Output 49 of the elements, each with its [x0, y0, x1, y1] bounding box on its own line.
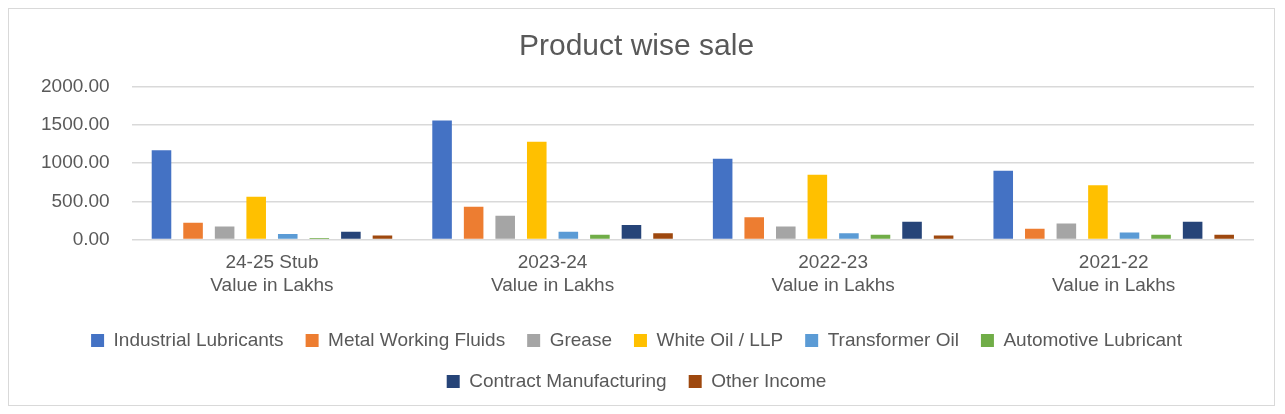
bar [1214, 234, 1234, 239]
bar [463, 206, 484, 239]
bar [839, 233, 859, 239]
bar [902, 221, 922, 239]
chart-title: Product wise sale [518, 28, 755, 62]
legend-label: White Oil / LLP [656, 328, 784, 350]
bar [526, 141, 547, 239]
x-tick-label: 2021-22 Value in Lakhs [1052, 251, 1176, 295]
bar [653, 233, 673, 239]
y-tick-label: 1500.00 [40, 113, 110, 135]
legend-label: Transformer Oil [827, 328, 959, 350]
bar [1119, 232, 1140, 239]
bar [590, 234, 610, 239]
legend-label: Grease [549, 328, 612, 350]
bar [870, 234, 891, 239]
legend-label: Metal Working Fluids [328, 328, 506, 350]
bar [776, 226, 796, 239]
bar [1182, 221, 1203, 239]
legend-label: Contract Manufacturing [469, 369, 667, 391]
legend-label: Industrial Lubricants [113, 328, 284, 350]
bar [183, 222, 203, 239]
bar [1088, 185, 1108, 239]
bar [277, 234, 298, 239]
bar [372, 235, 393, 239]
legend-label: Automotive Lubricant [1003, 328, 1183, 350]
bar [495, 215, 515, 239]
bar [432, 120, 452, 239]
x-tick-label: 2022-23 Value in Lakhs [771, 251, 895, 295]
bar [744, 217, 764, 239]
bar [807, 174, 828, 239]
y-tick-label: 1000.00 [40, 151, 110, 173]
bar [1025, 228, 1045, 239]
legend-label: Other Income [711, 369, 827, 391]
x-tick-label: 2023-24 Value in Lakhs [490, 251, 615, 295]
y-tick-label: 0.00 [72, 227, 110, 249]
bar [341, 231, 361, 239]
bar [1056, 223, 1077, 239]
bar [621, 224, 642, 239]
x-tick-label: 24-25 Stub Value in Lakhs [210, 251, 334, 295]
bar [933, 235, 954, 239]
bar [558, 231, 579, 239]
bar [246, 196, 266, 239]
bar [993, 170, 1014, 239]
y-tick-label: 500.00 [51, 189, 110, 211]
bar [1151, 234, 1171, 239]
bar [151, 150, 172, 239]
bar [712, 158, 733, 239]
y-tick-label: 2000.00 [40, 75, 110, 97]
bar [214, 226, 235, 239]
